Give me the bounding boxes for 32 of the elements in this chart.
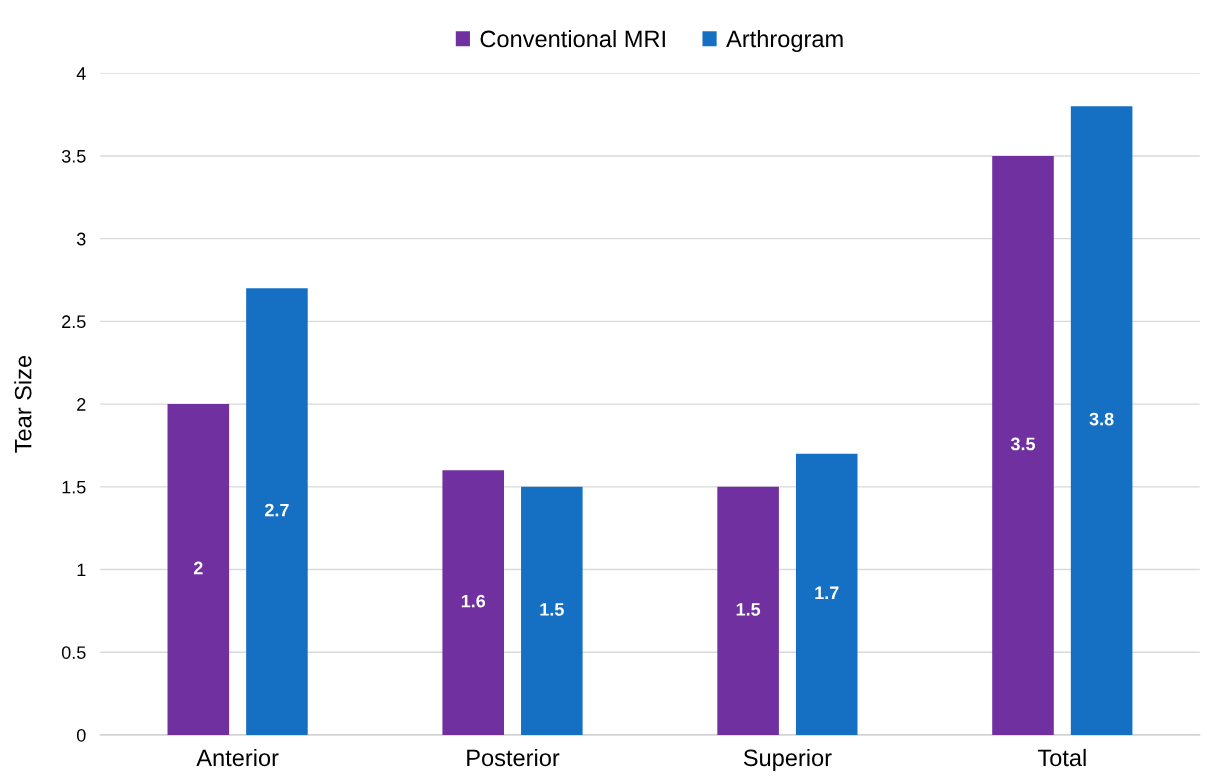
y-tick-label: 0 [76, 728, 86, 742]
y-tick-label: 2.5 [62, 315, 86, 329]
x-tick-label: Superior [743, 748, 832, 771]
legend-label: Arthrogram [726, 29, 843, 52]
data-label: 3.5 [1010, 437, 1036, 451]
bar [167, 404, 230, 735]
bar [442, 470, 504, 735]
y-axis-title: Tear Size [14, 355, 32, 453]
legend-label: Conventional MRI [480, 29, 665, 48]
data-label: 2 [193, 561, 203, 575]
y-tick-label: 2 [77, 398, 86, 411]
bar [521, 486, 583, 735]
data-label: 1.6 [461, 594, 486, 608]
bar [717, 486, 779, 735]
data-label: 1.7 [815, 586, 839, 600]
y-tick-label: 4 [76, 67, 86, 80]
data-label: 1.5 [736, 603, 761, 616]
data-label: 2.7 [265, 503, 289, 517]
y-tick-label: 3 [76, 232, 86, 246]
x-tick-label: Anterior [196, 748, 279, 767]
y-tick-label: 3.5 [61, 149, 86, 163]
y-tick-label: 1 [77, 563, 86, 577]
bar [1070, 106, 1133, 735]
y-tick-label: 0.5 [61, 646, 86, 659]
x-tick-label: Posterior [467, 748, 560, 767]
bar [795, 453, 858, 735]
y-tick-label: 1.5 [62, 480, 86, 494]
data-label: 3.8 [1089, 412, 1114, 426]
bar [246, 288, 308, 735]
bar [992, 155, 1054, 735]
data-label: 1.5 [540, 603, 564, 616]
x-tick-label: Total [1037, 748, 1086, 767]
